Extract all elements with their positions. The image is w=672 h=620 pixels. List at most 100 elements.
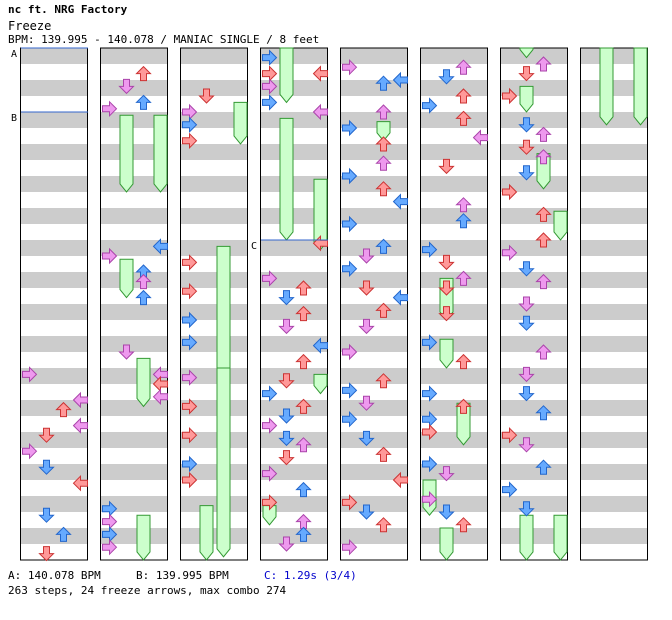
step-arrow [455, 88, 472, 104]
stripe [341, 496, 408, 512]
column-border [100, 47, 168, 561]
arrow-shape [342, 538, 358, 556]
arrow-shape [295, 305, 312, 322]
arrow-shape [278, 450, 295, 466]
stripe [21, 496, 88, 512]
step-arrow [422, 455, 438, 473]
step-arrow [342, 343, 358, 361]
stripe [341, 336, 408, 352]
step-arrow [102, 100, 118, 118]
stripe [181, 464, 248, 480]
arrow-shape [182, 282, 198, 300]
step-arrow [102, 538, 118, 556]
arrow-shape [455, 197, 472, 213]
stripe [21, 432, 88, 448]
step-arrow [518, 139, 535, 155]
step-arrow [295, 280, 312, 296]
arrow-shape [312, 65, 328, 82]
stripe [261, 336, 328, 352]
step-arrow [72, 391, 88, 409]
arrow-shape [55, 526, 72, 542]
stripe [101, 528, 168, 544]
arrow-shape [135, 94, 152, 110]
stop-c-legend: C: 1.29s (3/4) [264, 569, 357, 582]
arrow-shape [392, 71, 408, 89]
step-arrow [295, 513, 312, 530]
arrow-shape [518, 117, 535, 133]
bpm-a-legend: A: 140.078 BPM [8, 569, 101, 582]
step-arrow [182, 426, 198, 444]
stripe [181, 272, 248, 288]
marker-c: C [251, 241, 257, 252]
arrow-shape [182, 311, 198, 329]
stripe [181, 400, 248, 416]
arrow-shape [535, 126, 552, 142]
step-arrow [55, 401, 72, 418]
arrow-shape [502, 244, 518, 262]
stripe [421, 48, 488, 64]
step-arrow [502, 244, 518, 262]
arrow-shape [295, 481, 312, 498]
step-arrow [152, 238, 168, 255]
stripe [501, 80, 568, 96]
step-arrow [455, 398, 472, 414]
step-arrow [342, 119, 358, 137]
stripe [341, 176, 408, 192]
stripe [21, 112, 88, 128]
bpm-marker-lines [21, 47, 328, 241]
arrow-shape [152, 388, 168, 406]
freeze-arrow [119, 258, 134, 299]
arrow-shape [438, 254, 455, 271]
stripe [501, 240, 568, 256]
arrow-shape [182, 426, 198, 444]
arrow-shape [295, 526, 312, 542]
stripe [421, 528, 488, 544]
step-arrow [182, 455, 198, 473]
stripe [421, 144, 488, 160]
step-arrow [518, 261, 535, 277]
stripe [261, 144, 328, 160]
step-arrow [342, 410, 358, 428]
step-arrow [262, 78, 278, 95]
step-arrow [375, 75, 392, 91]
stripe [421, 400, 488, 416]
stripe [181, 80, 248, 96]
stripe [421, 304, 488, 320]
freeze-arrow [119, 114, 134, 193]
stripe [581, 464, 648, 480]
arrow-shape [262, 78, 278, 95]
stripe [421, 80, 488, 96]
stripe [261, 432, 328, 448]
step-arrow [375, 373, 392, 389]
arrow-shape [358, 318, 375, 335]
stripe [101, 144, 168, 160]
step-arrow [312, 103, 328, 121]
step-arrow [358, 430, 375, 447]
arrow-shape [535, 206, 552, 222]
arrow-shape [422, 455, 438, 473]
arrow-shape [102, 513, 118, 530]
step-arrow [455, 59, 472, 75]
arrow-shape [182, 455, 198, 473]
arrow-shape [502, 87, 518, 105]
arrow-shape [198, 88, 215, 104]
step-arrow [342, 167, 358, 185]
arrow-shape [455, 110, 472, 126]
step-arrow [102, 513, 118, 530]
freeze-arrow [633, 47, 648, 126]
arrow-shape [438, 280, 455, 296]
arrow-shape [278, 536, 295, 552]
step-arrow [502, 481, 518, 498]
stripe [181, 336, 248, 352]
column-border [500, 47, 568, 561]
column-border [420, 47, 488, 561]
step-arrow [38, 427, 55, 443]
step-arrow [152, 388, 168, 406]
step-arrow [535, 126, 552, 142]
column-border [580, 47, 648, 561]
stripe [181, 208, 248, 224]
step-arrow [535, 232, 552, 248]
stripe [21, 400, 88, 416]
arrow-shape [135, 273, 152, 290]
stripe [501, 368, 568, 384]
